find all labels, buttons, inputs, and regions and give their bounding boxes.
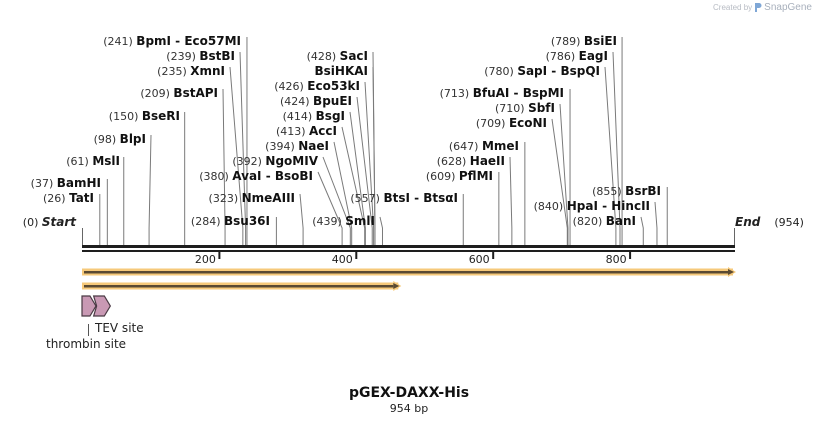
feature-bar-core (84, 285, 395, 288)
enzyme-label[interactable]: BsiHKAI (315, 64, 369, 78)
axis-tick (355, 252, 358, 259)
cut-site-line (559, 103, 569, 245)
thrombin-site-label[interactable]: thrombin site (46, 337, 126, 351)
snapgene-watermark: Created by SnapGene (713, 2, 812, 13)
cut-site-line (372, 51, 376, 245)
watermark-prefix: Created by (713, 3, 753, 12)
axis-line-top (82, 245, 735, 248)
cut-site-line (379, 216, 383, 245)
enzyme-label[interactable]: (241) BpmI - Eco57MI (103, 34, 241, 48)
enzyme-label[interactable]: (239) BstBI (166, 49, 235, 63)
enzyme-label[interactable]: (414) BsgI (283, 109, 345, 123)
enzyme-label[interactable]: (820) BanI (573, 214, 636, 228)
plasmid-title-block: pGEX-DAXX-His 954 bp (0, 385, 818, 415)
enzyme-label[interactable]: (709) EcoNI (476, 116, 547, 130)
axis-line-bottom (82, 250, 735, 252)
enzyme-label[interactable]: (786) EagI (546, 49, 608, 63)
axis-tick (492, 252, 495, 259)
axis-tick-label: 200 (195, 253, 216, 266)
snapgene-logo-icon (755, 3, 762, 12)
cut-site-lines (82, 37, 735, 245)
axis-tick-label: 400 (332, 253, 353, 266)
enzyme-label[interactable]: (394) NaeI (265, 139, 329, 153)
cut-site-line (356, 96, 373, 245)
enzyme-label[interactable]: (557) BtsI - BtsαI (350, 191, 458, 205)
site-feature-arrow[interactable] (92, 295, 112, 317)
axis-tick (218, 252, 221, 259)
enzyme-label[interactable]: (840) HpaI - HincII (534, 199, 650, 213)
enzyme-label[interactable]: (98) BlpI (94, 132, 146, 146)
plasmid-name: pGEX-DAXX-His (348, 385, 470, 401)
cut-site-line (509, 156, 513, 245)
enzyme-label[interactable]: (789) BsiEI (551, 34, 617, 48)
cut-site-line (640, 216, 644, 245)
cut-site-line (317, 171, 343, 245)
cut-site-line (333, 141, 353, 245)
enzyme-label[interactable]: (209) BstAPI (140, 86, 218, 100)
cut-site-line (604, 66, 617, 245)
cut-site-line (551, 118, 568, 245)
cut-site-line (612, 51, 621, 245)
enzyme-label[interactable]: (713) BfuAI - BspMI (440, 86, 564, 100)
site-feature-arrow[interactable] (81, 295, 97, 317)
enzyme-label[interactable]: (323) NmeAIII (209, 191, 295, 205)
cut-site-line (239, 51, 247, 245)
plasmid-length: 954 bp (389, 402, 429, 415)
enzyme-label[interactable]: (428) SacI (307, 49, 368, 63)
enzyme-label[interactable]: (26) TatI (43, 191, 94, 205)
watermark-brand: SnapGene (764, 2, 812, 13)
axis-tick-label: 600 (469, 253, 490, 266)
enzyme-label[interactable]: (424) BpuEI (280, 94, 352, 108)
cut-site-line (341, 126, 366, 245)
enzyme-label[interactable]: (37) BamHI (31, 176, 101, 190)
enzyme-label[interactable]: (439) SmlI (312, 214, 375, 228)
enzyme-label[interactable]: (150) BseRI (109, 109, 180, 123)
enzyme-label[interactable]: (235) XmnI (157, 64, 225, 78)
cut-site-line (322, 156, 351, 245)
axis-tick (629, 252, 632, 259)
enzyme-label[interactable]: (380) AvaI - BsoBI (199, 169, 313, 183)
cut-site-line (222, 88, 226, 245)
cut-site-line (229, 66, 244, 245)
enzyme-label[interactable]: (61) MslI (66, 154, 120, 168)
enzyme-label[interactable]: (426) Eco53kI (274, 79, 360, 93)
feature-track: TEV site thrombin site (46, 267, 736, 351)
enzyme-label[interactable]: (780) SapI - BspQI (484, 64, 600, 78)
cut-site-line (148, 134, 152, 245)
enzyme-label[interactable]: (855) BsrBI (592, 184, 661, 198)
enzyme-label[interactable]: (609) PflMI (426, 169, 493, 183)
cut-site-line (299, 193, 304, 245)
enzyme-label[interactable]: (284) Bsu36I (191, 214, 270, 228)
cut-site-line (349, 111, 366, 245)
enzyme-label[interactable]: (392) NgoMIV (232, 154, 318, 168)
enzyme-label[interactable]: (413) AccI (276, 124, 337, 138)
tev-site-label[interactable]: TEV site (94, 321, 144, 335)
feature-arrowhead-icon (728, 269, 734, 275)
axis-tick-label: 800 (606, 253, 627, 266)
enzyme-label[interactable]: (710) SbfI (495, 101, 555, 115)
cut-site-line (654, 201, 658, 245)
end-label: End (954) (735, 215, 804, 229)
sequence-axis: 200 400 600 800 (82, 245, 735, 266)
feature-bar-core (84, 271, 729, 274)
enzyme-label[interactable]: (628) HaeII (437, 154, 505, 168)
cut-site-line (364, 81, 375, 245)
enzyme-labels: (0) Start End (954) (26) TatI(37) BamHI (61)… (23, 34, 804, 229)
start-label: (0) Start (23, 215, 77, 229)
feature-arrowhead-icon (393, 283, 400, 289)
enzyme-label[interactable]: (647) MmeI (449, 139, 519, 153)
